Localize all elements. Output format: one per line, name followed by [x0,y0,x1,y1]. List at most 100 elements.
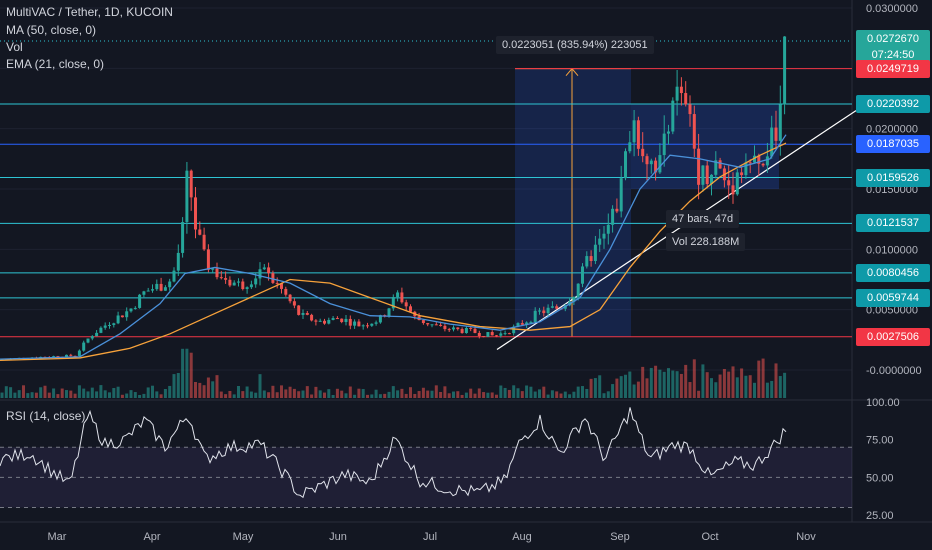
volume-bar [512,385,516,398]
candle-body [538,310,541,312]
candle-body [219,277,223,279]
month-label-nov: Nov [796,531,816,543]
volume-bar [47,392,51,398]
volume-bar [404,393,408,398]
volume-bar [486,392,490,398]
candle-body [348,318,352,326]
volume-bar [421,387,425,398]
candle-body [503,333,507,335]
candle-body [675,86,679,101]
volume-bar [619,376,623,398]
volume-bar [314,386,318,398]
candle-body [374,322,378,324]
candle-body [748,162,752,164]
volume-bar [73,393,77,398]
volume-bar [654,365,658,398]
volume-bar [211,381,215,398]
volume-bar [65,390,68,398]
volume-bar [52,388,56,398]
volume-bar [533,391,537,398]
volume-bar [378,394,382,398]
price-tag-value: 0.0027506 [867,330,919,343]
volume-bar [241,391,245,398]
candle-body [357,321,361,327]
volume-bar [667,368,670,398]
volume-bar [219,391,223,398]
candle-body [297,305,301,315]
candle-body [507,333,511,335]
rsi-line [0,407,787,499]
volume-bar [327,389,331,398]
price-tag-1: 0.0249719 [856,59,930,78]
rsi-tick-2: 50.00 [866,472,894,484]
volume-bar [396,390,400,398]
candle-body [211,268,215,270]
candle-body [237,281,240,283]
volume-bar [662,371,666,398]
volume-bar [460,394,464,398]
volume-bar [568,394,572,398]
volume-bar [142,393,146,398]
volume-bar [43,385,47,398]
candle-body [327,319,331,324]
candle-body [361,325,365,327]
volume-bar [400,388,404,398]
candle-body [679,86,683,94]
price-tick-4: 0.0100000 [866,244,918,256]
price-tag-value: 0.0272670 [867,32,919,45]
volume-bar [735,377,739,398]
price-tick-3: 0.0150000 [866,184,918,196]
candle-body [555,306,559,309]
volume-bar [189,352,193,398]
volume-bar [56,394,60,398]
candle-body [572,296,576,302]
volume-bar [589,378,593,398]
volume-bar [615,378,619,398]
volume-bar [473,393,477,398]
candle-body [116,315,120,324]
volume-bar [452,391,455,398]
volume-bar [335,388,339,398]
volume-bar [727,371,731,398]
candle-body [228,279,232,286]
ema21-line [0,134,787,360]
volume-bar [129,390,133,398]
candle-body [409,306,412,312]
volume-bar [546,394,550,398]
candle-body [731,185,735,195]
volume-bar [430,390,434,398]
volume-bar [413,393,417,398]
volume-bar [95,391,99,398]
candle-body [168,281,172,288]
rsi-tick-0: 100.00 [866,397,900,409]
price-tag-value: 0.0220392 [867,98,919,111]
candle-body [69,354,73,356]
candle-body [585,256,589,267]
candle-body [301,312,305,315]
candle-body [258,269,262,279]
volume-bar [632,384,636,398]
volume-bar [374,389,378,398]
candle-body [82,342,86,351]
volume-bar [348,386,352,398]
candle-body [452,327,455,330]
volume-bar [125,393,129,398]
candle-body [163,287,167,291]
volume-bar [606,391,610,398]
candle-body [456,327,460,330]
candle-body [443,325,447,330]
candle-body [176,252,180,271]
candle-body [439,324,443,326]
candle-body [434,324,438,326]
candle-body [654,160,658,173]
volume-bar [60,388,64,398]
volume-bar [108,392,111,398]
price-tag-value: 0.0080456 [867,266,919,279]
volume-bar [783,372,787,398]
candle-body [318,320,322,322]
volume-bar [507,389,511,398]
price-tag-2: 0.0220392 [856,95,930,114]
volume-bar [284,389,288,398]
